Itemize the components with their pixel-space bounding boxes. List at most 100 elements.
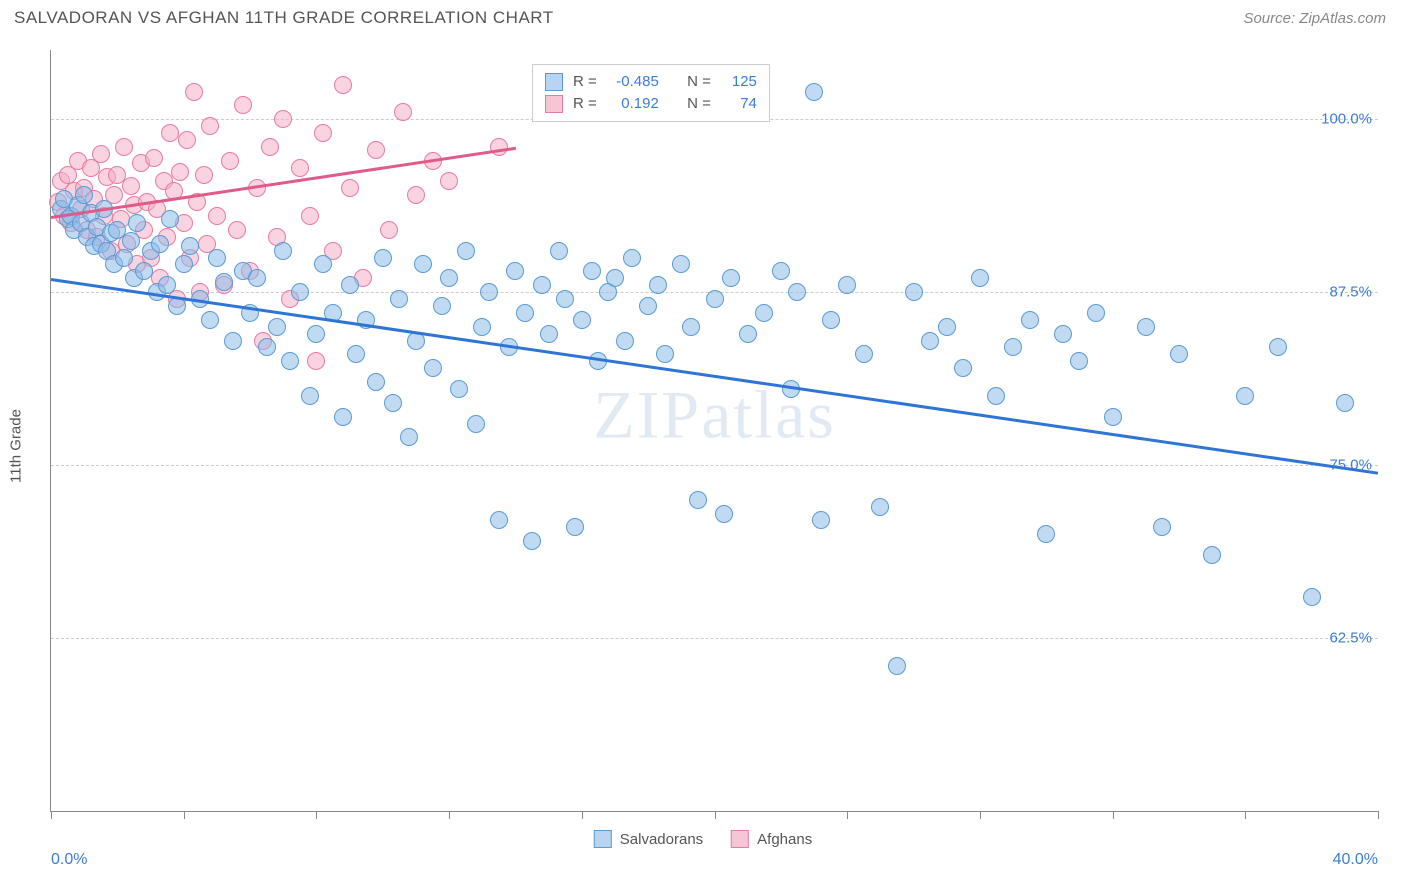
data-point-salvadoran — [1153, 518, 1171, 536]
data-point-salvadoran — [573, 311, 591, 329]
data-point-afghan — [221, 152, 239, 170]
data-point-salvadoran — [583, 262, 601, 280]
data-point-salvadoran — [248, 269, 266, 287]
legend-stats-box: R =-0.485 N =125R =0.192 N =74 — [532, 64, 770, 122]
data-point-salvadoran — [1203, 546, 1221, 564]
x-tick — [715, 811, 716, 819]
data-point-salvadoran — [1137, 318, 1155, 336]
data-point-salvadoran — [1070, 352, 1088, 370]
data-point-salvadoran — [772, 262, 790, 280]
data-point-salvadoran — [656, 345, 674, 363]
x-tick — [1378, 811, 1379, 819]
data-point-afghan — [407, 186, 425, 204]
x-tick — [449, 811, 450, 819]
data-point-afghan — [291, 159, 309, 177]
data-point-salvadoran — [812, 511, 830, 529]
data-point-salvadoran — [334, 408, 352, 426]
data-point-salvadoran — [1303, 588, 1321, 606]
legend-stats-row: R =-0.485 N =125 — [545, 71, 757, 93]
x-tick — [582, 811, 583, 819]
data-point-salvadoran — [871, 498, 889, 516]
chart-plot-area: ZIPatlas 62.5%75.0%87.5%100.0%0.0%40.0%R… — [50, 50, 1378, 812]
data-point-salvadoran — [115, 249, 133, 267]
data-point-salvadoran — [301, 387, 319, 405]
data-point-salvadoran — [639, 297, 657, 315]
data-point-afghan — [228, 221, 246, 239]
legend-item: Salvadorans — [594, 830, 703, 848]
data-point-salvadoran — [822, 311, 840, 329]
data-point-salvadoran — [135, 262, 153, 280]
data-point-salvadoran — [450, 380, 468, 398]
data-point-afghan — [314, 124, 332, 142]
data-point-salvadoran — [506, 262, 524, 280]
data-point-salvadoran — [888, 657, 906, 675]
r-value: -0.485 — [607, 71, 659, 93]
data-point-salvadoran — [606, 269, 624, 287]
data-point-afghan — [122, 177, 140, 195]
legend-bottom: Salvadorans Afghans — [594, 830, 812, 848]
legend-item: Afghans — [731, 830, 812, 848]
data-point-salvadoran — [224, 332, 242, 350]
data-point-afghan — [261, 138, 279, 156]
data-point-salvadoran — [1236, 387, 1254, 405]
legend-swatch — [594, 830, 612, 848]
data-point-salvadoran — [274, 242, 292, 260]
data-point-afghan — [171, 163, 189, 181]
data-point-salvadoran — [739, 325, 757, 343]
data-point-salvadoran — [480, 283, 498, 301]
data-point-salvadoran — [1037, 525, 1055, 543]
x-tick — [316, 811, 317, 819]
data-point-afghan — [161, 124, 179, 142]
data-point-salvadoran — [971, 269, 989, 287]
data-point-salvadoran — [533, 276, 551, 294]
data-point-salvadoran — [755, 304, 773, 322]
x-tick — [51, 811, 52, 819]
data-point-salvadoran — [215, 273, 233, 291]
data-point-salvadoran — [1004, 338, 1022, 356]
y-axis-label: 11th Grade — [8, 409, 25, 483]
data-point-afghan — [380, 221, 398, 239]
data-point-salvadoran — [706, 290, 724, 308]
data-point-salvadoran — [307, 325, 325, 343]
data-point-afghan — [394, 103, 412, 121]
y-tick-label: 100.0% — [1321, 111, 1372, 128]
data-point-salvadoran — [1104, 408, 1122, 426]
x-tick-label-left: 0.0% — [51, 851, 87, 869]
data-point-afghan — [92, 145, 110, 163]
data-point-salvadoran — [384, 394, 402, 412]
header: SALVADORAN VS AFGHAN 11TH GRADE CORRELAT… — [0, 0, 1406, 36]
data-point-salvadoran — [788, 283, 806, 301]
data-point-salvadoran — [347, 345, 365, 363]
data-point-salvadoran — [540, 325, 558, 343]
data-point-afghan — [178, 131, 196, 149]
r-label: R = — [573, 93, 597, 115]
data-point-afghan — [185, 83, 203, 101]
data-point-salvadoran — [954, 359, 972, 377]
x-tick — [184, 811, 185, 819]
r-value: 0.192 — [607, 93, 659, 115]
legend-swatch — [545, 95, 563, 113]
data-point-salvadoran — [314, 255, 332, 273]
x-tick — [847, 811, 848, 819]
data-point-afghan — [341, 179, 359, 197]
data-point-salvadoran — [623, 249, 641, 267]
legend-label: Afghans — [757, 831, 812, 848]
data-point-salvadoran — [424, 359, 442, 377]
data-point-salvadoran — [281, 352, 299, 370]
data-point-salvadoran — [122, 232, 140, 250]
x-tick — [1245, 811, 1246, 819]
data-point-salvadoran — [291, 283, 309, 301]
data-point-salvadoran — [1170, 345, 1188, 363]
data-point-salvadoran — [128, 214, 146, 232]
data-point-salvadoran — [805, 83, 823, 101]
data-point-salvadoran — [208, 249, 226, 267]
data-point-salvadoran — [682, 318, 700, 336]
data-point-salvadoran — [722, 269, 740, 287]
data-point-salvadoran — [838, 276, 856, 294]
data-point-afghan — [234, 96, 252, 114]
data-point-salvadoran — [400, 428, 418, 446]
data-point-salvadoran — [550, 242, 568, 260]
data-point-salvadoran — [414, 255, 432, 273]
data-point-salvadoran — [181, 237, 199, 255]
data-point-salvadoran — [715, 505, 733, 523]
